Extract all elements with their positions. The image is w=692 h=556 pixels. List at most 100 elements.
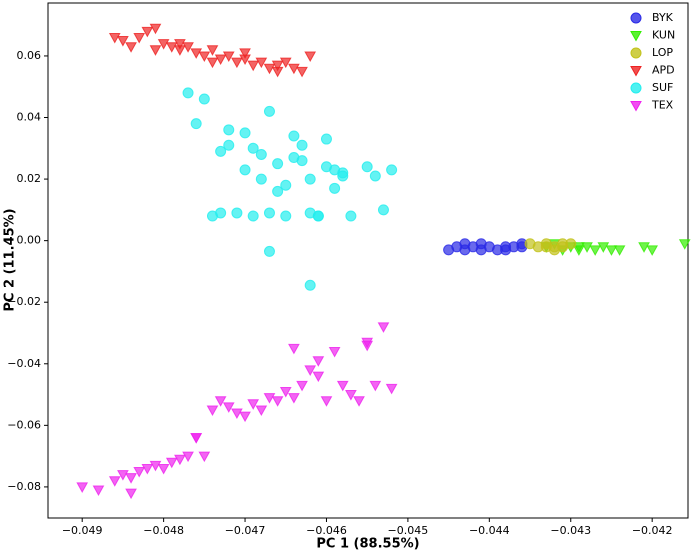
point bbox=[304, 51, 317, 62]
point bbox=[271, 66, 284, 78]
point bbox=[214, 54, 227, 66]
point bbox=[296, 139, 308, 151]
point bbox=[92, 485, 105, 497]
point bbox=[182, 87, 194, 99]
point bbox=[223, 139, 235, 151]
point bbox=[353, 396, 365, 407]
point bbox=[312, 371, 325, 383]
point bbox=[386, 164, 398, 176]
legend-label: TEX bbox=[651, 99, 674, 112]
point bbox=[117, 470, 129, 481]
point bbox=[182, 42, 194, 53]
point bbox=[247, 399, 260, 410]
point bbox=[475, 238, 487, 250]
point bbox=[320, 396, 333, 407]
legend-label: KUN bbox=[652, 29, 675, 42]
point bbox=[231, 207, 243, 219]
point bbox=[646, 245, 659, 256]
point bbox=[548, 244, 560, 256]
point bbox=[223, 124, 235, 136]
x-tick-label: −0.043 bbox=[550, 524, 591, 537]
x-tick-label: −0.046 bbox=[306, 524, 347, 537]
point bbox=[312, 356, 325, 367]
point bbox=[263, 63, 276, 75]
y-tick-label: −0.08 bbox=[7, 480, 41, 493]
point bbox=[329, 182, 341, 194]
x-axis-label: PC 1 (88.55%) bbox=[316, 537, 419, 552]
point bbox=[345, 390, 357, 401]
point bbox=[239, 127, 251, 139]
point bbox=[206, 405, 219, 416]
point bbox=[125, 488, 137, 500]
point bbox=[296, 66, 308, 78]
legend-marker bbox=[630, 31, 642, 42]
point bbox=[133, 467, 146, 478]
point bbox=[222, 51, 235, 62]
point bbox=[108, 476, 121, 487]
point bbox=[182, 451, 194, 463]
x-tick-label: −0.049 bbox=[62, 524, 103, 537]
point bbox=[565, 238, 577, 250]
point bbox=[231, 408, 243, 420]
point bbox=[190, 118, 202, 130]
point bbox=[377, 204, 389, 216]
legend-marker bbox=[630, 101, 642, 112]
point bbox=[329, 164, 341, 176]
point bbox=[589, 245, 602, 256]
point bbox=[214, 396, 227, 407]
legend-marker bbox=[630, 47, 642, 59]
point bbox=[108, 32, 121, 44]
point bbox=[271, 60, 284, 72]
point bbox=[263, 245, 275, 257]
point bbox=[361, 161, 373, 173]
point bbox=[198, 93, 210, 105]
point bbox=[312, 210, 324, 222]
point bbox=[369, 380, 382, 392]
point bbox=[239, 164, 251, 176]
point bbox=[605, 245, 618, 256]
point bbox=[174, 39, 186, 50]
point bbox=[141, 463, 154, 475]
point bbox=[198, 451, 211, 463]
y-tick-label: −0.02 bbox=[7, 295, 41, 308]
point bbox=[215, 207, 227, 219]
y-tick-label: 0.00 bbox=[17, 234, 42, 247]
legend-marker bbox=[630, 66, 642, 77]
y-tick-label: −0.04 bbox=[7, 357, 41, 370]
point bbox=[149, 460, 162, 472]
point bbox=[288, 393, 300, 404]
point bbox=[165, 42, 178, 53]
point bbox=[174, 454, 186, 466]
x-tick-label: −0.044 bbox=[469, 524, 510, 537]
legend-marker bbox=[630, 82, 642, 94]
point bbox=[149, 23, 162, 35]
plot-frame bbox=[47, 2, 689, 519]
point bbox=[288, 130, 300, 142]
point bbox=[581, 242, 593, 253]
point bbox=[337, 170, 349, 182]
point bbox=[247, 210, 259, 222]
legend-label: LOP bbox=[652, 46, 673, 59]
point bbox=[500, 244, 512, 256]
point bbox=[271, 396, 284, 407]
point bbox=[133, 32, 146, 44]
point bbox=[336, 380, 349, 392]
point bbox=[272, 185, 284, 197]
point bbox=[125, 473, 137, 484]
x-tick-label: −0.047 bbox=[225, 524, 266, 537]
point bbox=[320, 133, 332, 145]
point bbox=[296, 380, 308, 392]
point bbox=[377, 322, 390, 333]
point bbox=[369, 170, 381, 182]
point bbox=[288, 343, 300, 355]
point bbox=[190, 433, 203, 444]
y-tick-label: 0.06 bbox=[17, 49, 42, 62]
point bbox=[255, 148, 267, 160]
point bbox=[247, 142, 259, 154]
x-tick-label: −0.042 bbox=[632, 524, 673, 537]
point bbox=[255, 173, 267, 185]
point bbox=[385, 383, 398, 395]
legend-label: APD bbox=[652, 64, 675, 77]
point bbox=[345, 210, 357, 222]
point bbox=[272, 158, 284, 170]
